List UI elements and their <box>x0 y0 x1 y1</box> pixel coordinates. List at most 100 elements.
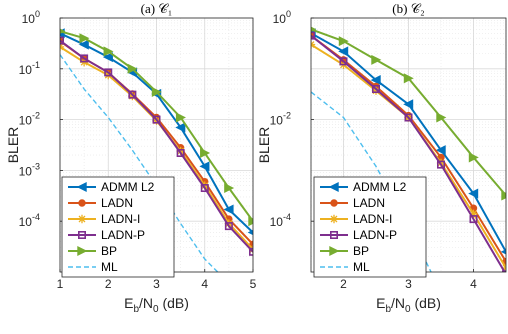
x-tick-label: 3 <box>405 277 412 291</box>
y-tick-label: 10-1 <box>19 60 40 77</box>
legend-item: LADN <box>68 196 133 210</box>
y-tick-label: 10-2 <box>19 111 40 128</box>
data-point <box>311 31 315 40</box>
data-point <box>176 146 185 156</box>
data-point <box>151 86 162 97</box>
legend-box <box>313 176 427 278</box>
data-point <box>103 46 114 57</box>
legend-marker <box>77 245 88 257</box>
series-ladn-p <box>311 31 506 272</box>
legend-marker <box>328 181 339 193</box>
legend-marker <box>329 214 339 224</box>
legend-label: LADN <box>101 196 133 210</box>
series-bp <box>60 28 253 227</box>
legend-item: ML <box>68 260 118 274</box>
data-point <box>224 222 233 231</box>
data-point <box>78 39 89 50</box>
legend-marker <box>329 245 340 257</box>
legend: ADMM L2 LADN LADN-I LADN-P BP ML <box>61 176 175 278</box>
data-point <box>175 122 186 133</box>
data-point <box>248 216 253 227</box>
data-point <box>469 209 478 218</box>
data-point <box>403 73 414 84</box>
legend-label: LADN-I <box>353 212 392 226</box>
y-tick-label: 10-3 <box>19 161 40 178</box>
y-axis-label: BLER <box>5 127 21 164</box>
data-point <box>102 52 113 63</box>
legend-label: LADN <box>353 196 385 210</box>
data-point <box>436 160 445 169</box>
y-tick-label: 100 <box>22 9 40 26</box>
legend-box <box>61 176 175 278</box>
legend-item: LADN-P <box>320 228 397 242</box>
data-point <box>371 85 380 94</box>
legend: ADMM L2 LADN LADN-I LADN-P BP ML <box>313 176 427 278</box>
data-point <box>338 36 349 47</box>
legend-label: BP <box>101 244 117 258</box>
data-point <box>371 54 382 65</box>
data-point <box>468 152 479 163</box>
y-tick-label: 10-2 <box>270 111 291 128</box>
legend-label: ML <box>353 260 370 274</box>
y-tick-label: 10-4 <box>19 212 40 229</box>
x-axis-label: Eb/N0 (dB) <box>124 295 189 315</box>
data-point <box>199 161 210 172</box>
y-axis-label: BLER <box>256 127 272 164</box>
legend-item: BP <box>68 244 117 258</box>
series-bp <box>311 26 506 201</box>
data-point <box>339 57 348 66</box>
data-point <box>80 54 89 63</box>
data-point <box>469 215 478 224</box>
legend-marker <box>330 199 338 207</box>
data-point <box>60 36 64 45</box>
data-point <box>249 247 253 256</box>
chart-panel-a: 1 2 3 4 5 100 10-1 10-2 10-3 10-4 (a) 𝒞₁ Eb/N0 (dB)… <box>5 1 257 315</box>
data-point <box>403 99 414 110</box>
x-tick-label: 4 <box>201 277 208 291</box>
legend-marker <box>78 231 87 240</box>
legend-marker <box>78 199 86 207</box>
data-point <box>175 112 186 123</box>
chart-title: (b) 𝒞₂ <box>392 1 424 16</box>
legend-label: BP <box>353 244 369 258</box>
x-tick-label: 1 <box>57 277 64 291</box>
data-point <box>128 90 137 99</box>
x-tick-label: 2 <box>105 277 112 291</box>
y-tick-label: 10-4 <box>270 212 291 229</box>
data-point <box>501 190 506 201</box>
data-point <box>224 183 235 194</box>
x-tick-label: 2 <box>340 277 347 291</box>
data-point <box>152 115 161 124</box>
data-point <box>104 68 113 77</box>
legend-item: ADMM L2 <box>320 180 407 194</box>
legend-marker <box>76 181 87 193</box>
legend-item: ADMM L2 <box>68 180 155 194</box>
legend-label: ADMM L2 <box>353 180 407 194</box>
data-point <box>200 147 211 159</box>
data-point <box>176 149 185 158</box>
legend-item: LADN <box>320 196 385 210</box>
data-point <box>370 75 381 86</box>
data-point <box>128 91 137 101</box>
legend-label: ADMM L2 <box>101 180 155 194</box>
series-ladn-p <box>60 36 253 256</box>
data-point <box>371 86 381 95</box>
data-point <box>404 113 413 122</box>
data-point <box>200 181 209 190</box>
data-point <box>468 188 479 199</box>
legend-label: LADN-P <box>101 228 145 242</box>
legend-label: LADN-P <box>353 228 397 242</box>
data-point <box>127 63 138 74</box>
legend-item: LADN-I <box>320 212 392 226</box>
legend-item: BP <box>320 244 369 258</box>
data-point <box>311 26 317 32</box>
data-point <box>338 46 349 57</box>
x-tick-label: 5 <box>250 277 257 291</box>
legend-marker <box>77 214 87 224</box>
legend-item: ML <box>320 260 370 274</box>
data-point <box>436 112 447 123</box>
legend-label: ML <box>101 260 118 274</box>
data-point <box>247 229 253 236</box>
legend-item: LADN-P <box>68 228 145 242</box>
